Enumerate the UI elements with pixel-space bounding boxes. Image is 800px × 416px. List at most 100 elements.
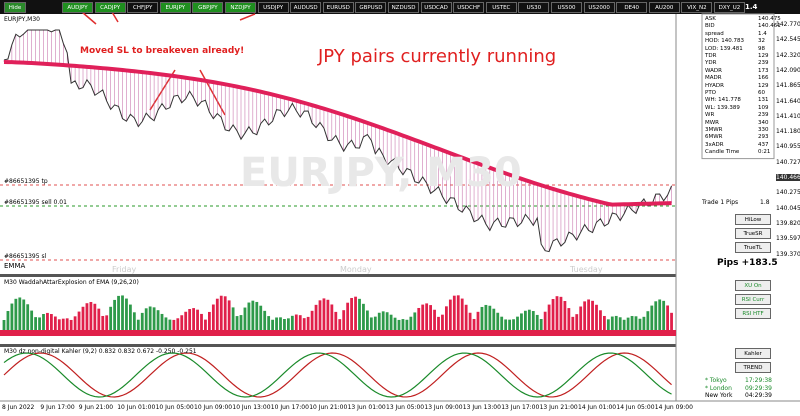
hist-bar — [239, 315, 243, 330]
sub1-title: M30 WaddahAttarExplosion of EMA (9,26,20… — [4, 279, 139, 286]
hist-bar — [176, 318, 180, 330]
sub1-button[interactable]: RSI Curr — [735, 294, 771, 305]
sub2-button[interactable]: TREND — [735, 362, 771, 373]
hist-bar — [354, 296, 357, 330]
hist-bar — [587, 299, 590, 330]
chart-button[interactable]: HiLow — [735, 214, 771, 225]
symbol-button[interactable]: NZDUSD — [388, 2, 419, 13]
panel-key: WR — [705, 112, 715, 119]
symbol-button[interactable]: GBPUSD — [355, 2, 387, 13]
panel-value: 173 — [758, 67, 769, 74]
chart-title: EURJPY,M30 — [4, 16, 40, 23]
symbol-button[interactable]: US30 — [518, 2, 550, 13]
hist-bar — [520, 313, 523, 330]
hist-bar — [583, 301, 587, 330]
panel-value: 330 — [758, 127, 769, 133]
hist-bar — [377, 312, 381, 330]
hist-bar — [464, 304, 468, 330]
price-label: 140.955 — [776, 143, 800, 151]
time-label: 10 Jun 09:00 — [194, 404, 233, 411]
hist-bar — [512, 319, 515, 330]
hist-bar — [30, 310, 34, 330]
hist-bar — [227, 300, 231, 330]
panel-value: 239 — [758, 112, 769, 119]
symbol-button[interactable]: CHFJPY — [127, 2, 159, 13]
chart-button[interactable]: TrueSR — [735, 228, 771, 239]
hist-bar — [117, 295, 120, 330]
symbol-button[interactable]: VIX_N2 — [681, 2, 713, 13]
symbol-button[interactable]: USDCHF — [453, 2, 485, 13]
hist-bar — [231, 307, 235, 330]
hist-bar — [350, 297, 353, 330]
hist-bar — [575, 314, 579, 330]
time-label: 13 Jun 21:00 — [539, 404, 578, 411]
symbol-button[interactable]: NZDJPY — [225, 2, 256, 13]
sub1-button[interactable]: XU On — [735, 280, 771, 291]
symbol-button[interactable]: USDJPY — [257, 2, 289, 13]
symbol-button[interactable]: US500 — [551, 2, 582, 13]
price-label: 139.820 — [776, 219, 800, 227]
hist-bar — [401, 319, 405, 330]
symbol-button[interactable]: USDCAD — [420, 2, 452, 13]
symbol-button[interactable]: USTEC — [485, 2, 517, 13]
clock-time: 04:29:39 — [745, 392, 772, 399]
hist-bar — [666, 305, 669, 330]
price-label: 141.180 — [776, 128, 800, 136]
hist-bar — [614, 315, 618, 330]
hist-bar — [638, 318, 642, 330]
hist-bar — [646, 311, 650, 330]
hist-bar — [38, 317, 41, 330]
headline: JPY pairs currently running — [318, 46, 557, 67]
price-label: 142.090 — [776, 66, 800, 74]
symbol-button[interactable]: DE40 — [616, 2, 648, 13]
panel-key: HOD: 140.783 — [705, 38, 745, 45]
panel-value: 1.4 — [758, 30, 767, 37]
symbol-button[interactable]: EURUSD — [322, 2, 354, 13]
hist-bar — [539, 319, 543, 330]
panel-value: 140.461 — [758, 23, 781, 30]
hist-bar — [211, 304, 215, 330]
hist-bar — [366, 310, 369, 330]
clock-time: 09:29:39 — [745, 384, 772, 392]
hist-bar — [358, 298, 361, 330]
hist-bar — [294, 314, 298, 330]
time-label: 13 Jun 17:00 — [501, 404, 540, 411]
hist-bar — [69, 319, 73, 330]
panel-key: ASK — [705, 16, 716, 22]
order-tp: #86651395 tp — [4, 178, 48, 185]
chart-button[interactable]: TrueTL — [735, 242, 771, 253]
panel-value: 239 — [758, 60, 769, 67]
hist-bar — [531, 311, 535, 330]
symbol-button[interactable]: US2000 — [583, 2, 615, 13]
hist-bar — [326, 299, 330, 330]
hide-button[interactable]: Hide — [4, 2, 26, 13]
trade-label: Trade 1 Pips — [702, 199, 739, 206]
hist-bar — [22, 299, 26, 330]
hist-bar — [85, 303, 89, 330]
symbol-button[interactable]: GBPJPY — [192, 2, 224, 13]
symbol-button[interactable]: AUDUSD — [290, 2, 322, 13]
symbol-button[interactable]: CADJPY — [94, 2, 126, 13]
symbol-button[interactable]: DXY_U2 — [714, 2, 745, 13]
hist-bar — [290, 315, 294, 330]
time-label: 13 Jun 09:00 — [424, 404, 463, 411]
order-sell: #86651395 sell 0.01 — [4, 199, 67, 206]
hist-bar — [113, 299, 116, 330]
hist-bar — [6, 311, 10, 330]
hist-bar — [425, 303, 429, 330]
panel-key: HYADR — [705, 82, 724, 89]
symbol-button[interactable]: EURJPY — [159, 2, 191, 13]
hist-bar — [298, 315, 302, 330]
panel-value: 140.475 — [758, 16, 781, 22]
sub1-button[interactable]: RSI HTF — [735, 308, 771, 319]
hist-bar — [310, 310, 314, 330]
sub2-button[interactable]: Kahler — [735, 348, 771, 359]
clock-city: * London — [705, 384, 732, 392]
hist-bar — [81, 306, 85, 330]
symbol-button[interactable]: AU200 — [648, 2, 680, 13]
hist-bar — [626, 317, 630, 330]
symbol-button[interactable]: AUDJPY — [62, 2, 93, 13]
hist-bar — [129, 304, 132, 330]
hist-bar — [73, 316, 77, 330]
